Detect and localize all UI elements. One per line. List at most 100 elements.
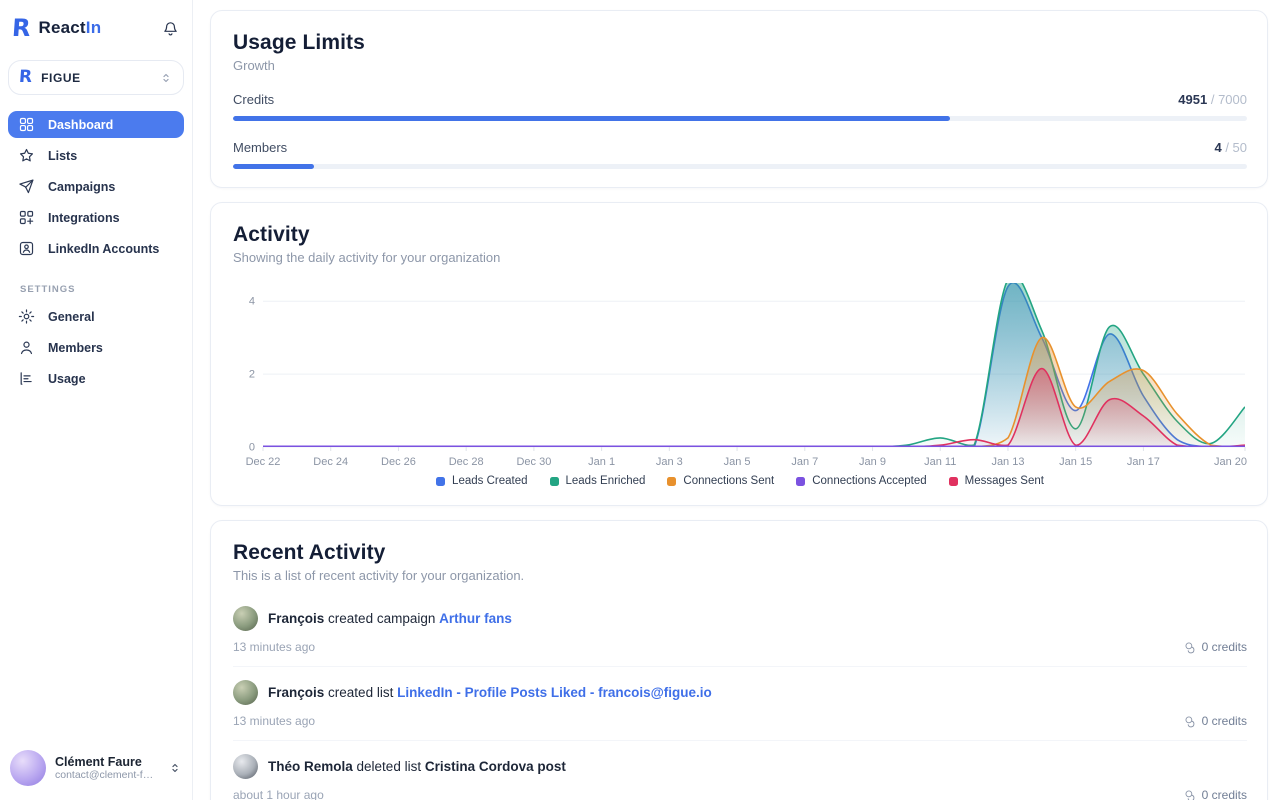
workspace-name: FIGUE xyxy=(41,70,81,85)
user-email: contact@clement-fa... xyxy=(55,769,158,781)
legend-item-leads-enriched[interactable]: Leads Enriched xyxy=(549,475,645,487)
svg-text:Jan 11: Jan 11 xyxy=(924,456,956,468)
activity-list-item: François created campaign Arthur fans 13 … xyxy=(233,593,1247,667)
activity-target[interactable]: LinkedIn - Profile Posts Liked - francoi… xyxy=(397,685,712,700)
sidebar-item-label: General xyxy=(48,309,95,324)
activity-subtitle: Showing the daily activity for your orga… xyxy=(233,250,501,265)
sidebar-item-label: Campaigns xyxy=(48,179,116,194)
meter-label: Credits xyxy=(233,92,275,107)
svg-text:Jan 20: Jan 20 xyxy=(1214,456,1247,468)
actor-avatar xyxy=(233,754,258,779)
activity-target[interactable]: Arthur fans xyxy=(439,611,512,626)
linkedin-accounts-icon xyxy=(19,241,34,256)
meter-track xyxy=(233,164,1247,169)
meter-used: 4951 xyxy=(1178,92,1208,107)
svg-text:Jan 1: Jan 1 xyxy=(588,456,615,468)
settings-section-label: SETTINGS xyxy=(20,284,76,295)
legend-item-connections-accepted[interactable]: Connections Accepted xyxy=(796,475,927,487)
brand-primary: React xyxy=(38,18,86,37)
actor-avatar xyxy=(233,680,258,705)
activity-description: François created list LinkedIn - Profile… xyxy=(268,685,712,700)
members-icon xyxy=(20,341,33,355)
usage-meter-members: Members 4 / 50 xyxy=(233,140,1247,169)
meter-used: 4 xyxy=(1214,140,1222,155)
legend-item-messages-sent[interactable]: Messages Sent xyxy=(948,475,1044,487)
legend-color-chip xyxy=(549,476,559,486)
activity-credits: 0 credits xyxy=(1184,714,1247,728)
credits-label: 0 credits xyxy=(1201,714,1247,728)
bell-icon xyxy=(163,21,177,35)
activity-card: Activity Showing the daily activity for … xyxy=(210,202,1268,506)
sidebar-item-label: LinkedIn Accounts xyxy=(48,241,160,256)
activity-item-meta: 13 minutes ago 0 credits xyxy=(233,714,1247,728)
activity-item-meta: about 1 hour ago 0 credits xyxy=(233,788,1247,800)
recent-activity-subtitle: This is a list of recent activity for yo… xyxy=(233,568,525,583)
dashboard-icon xyxy=(19,117,34,132)
sidebar: R ReactIn R FIGUE Dashboard Lists Campaign… xyxy=(0,0,193,800)
chevron-up-down-icon xyxy=(163,73,169,82)
main-nav: Dashboard Lists Campaigns Integrations Linke… xyxy=(8,111,184,262)
svg-text:Dec 24: Dec 24 xyxy=(313,456,348,468)
svg-text:Jan 5: Jan 5 xyxy=(724,456,751,468)
legend-color-chip xyxy=(667,476,677,486)
sidebar-item-campaigns[interactable]: Campaigns xyxy=(8,173,184,200)
sidebar-item-linkedin-accounts[interactable]: LinkedIn Accounts xyxy=(8,235,184,262)
usage-meters: Credits 4951 / 7000 Members 4 / 50 xyxy=(233,92,1247,169)
meter-track xyxy=(233,116,1247,121)
svg-text:Jan 9: Jan 9 xyxy=(859,456,886,468)
activity-action: created list xyxy=(328,685,394,700)
svg-text:Jan 17: Jan 17 xyxy=(1127,456,1160,468)
activity-item-meta: 13 minutes ago 0 credits xyxy=(233,640,1247,654)
sidebar-item-usage[interactable]: Usage xyxy=(8,365,184,392)
sidebar-item-label: Integrations xyxy=(48,210,120,225)
usage-limits-card: Usage Limits Growth Credits 4951 / 7000 Me… xyxy=(210,10,1268,188)
activity-item-main: Théo Remola deleted list Cristina Cordov… xyxy=(233,754,1247,779)
sidebar-item-integrations[interactable]: Integrations xyxy=(8,204,184,231)
meter-fill xyxy=(233,164,315,169)
actor-name: François xyxy=(268,611,325,626)
user-avatar xyxy=(10,750,46,786)
activity-title: Activity xyxy=(233,223,310,246)
chevron-up-down-icon xyxy=(172,763,178,773)
svg-text:Jan 3: Jan 3 xyxy=(656,456,683,468)
legend-color-chip xyxy=(796,476,806,486)
workspace-selector[interactable]: R FIGUE xyxy=(8,60,184,95)
activity-description: François created campaign Arthur fans xyxy=(268,611,512,626)
svg-text:0: 0 xyxy=(249,442,255,454)
reactin-logo-icon: R xyxy=(11,14,32,42)
recent-activity-card: Recent Activity This is a list of recent… xyxy=(210,520,1268,800)
svg-text:Jan 7: Jan 7 xyxy=(791,456,818,468)
legend-color-chip xyxy=(948,476,958,486)
legend-item-leads-created[interactable]: Leads Created xyxy=(436,475,528,487)
gear-icon xyxy=(18,309,35,324)
activity-timestamp: about 1 hour ago xyxy=(233,788,324,800)
svg-text:Jan 15: Jan 15 xyxy=(1059,456,1092,468)
activity-area-chart: 0 2 4 Dec 22 Dec 24 Dec 26 Dec 28 Dec 30 Jan 1 Ja… xyxy=(246,283,1247,468)
legend-label: Connections Accepted xyxy=(812,475,927,487)
activity-list-item: François created list LinkedIn - Profile… xyxy=(233,667,1247,741)
meter-fill xyxy=(233,116,950,121)
activity-target: Cristina Cordova post xyxy=(424,759,566,774)
coins-icon xyxy=(1185,641,1195,653)
user-menu[interactable]: Clément Faure contact@clement-fa... xyxy=(8,746,184,790)
activity-description: Théo Remola deleted list Cristina Cordov… xyxy=(268,759,566,774)
brand-wordmark: ReactIn xyxy=(38,18,101,38)
sidebar-item-lists[interactable]: Lists xyxy=(8,142,184,169)
svg-text:Dec 28: Dec 28 xyxy=(449,456,484,468)
sidebar-item-general[interactable]: General xyxy=(8,303,184,330)
legend-item-connections-sent[interactable]: Connections Sent xyxy=(667,475,774,487)
workspace-logo-icon: R xyxy=(18,67,33,87)
sidebar-item-dashboard[interactable]: Dashboard xyxy=(8,111,184,138)
activity-credits: 0 credits xyxy=(1184,788,1247,800)
sidebar-item-label: Usage xyxy=(48,371,86,386)
main-content: Usage Limits Growth Credits 4951 / 7000 Me… xyxy=(193,0,1280,800)
send-icon xyxy=(19,179,34,194)
notifications-bell-button[interactable] xyxy=(158,16,182,40)
actor-avatar xyxy=(233,606,258,631)
legend-label: Leads Created xyxy=(452,475,528,487)
sidebar-item-members[interactable]: Members xyxy=(8,334,184,361)
usage-limits-title: Usage Limits xyxy=(233,31,365,54)
meter-total: / 7000 xyxy=(1210,92,1247,107)
legend-label: Connections Sent xyxy=(683,475,775,487)
